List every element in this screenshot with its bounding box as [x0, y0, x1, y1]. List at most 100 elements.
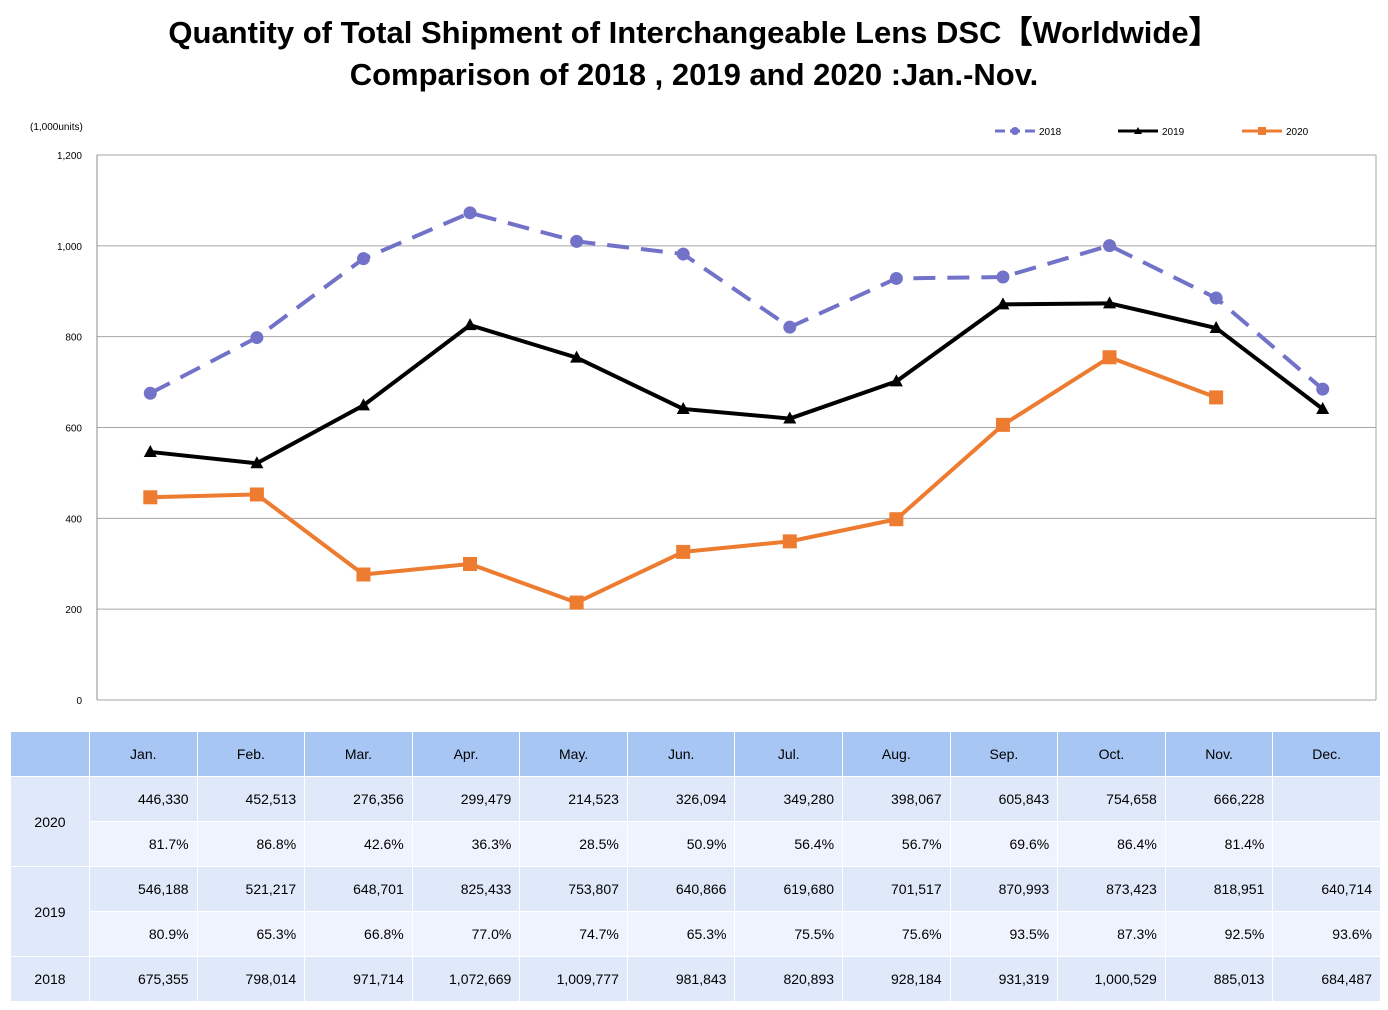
- value-cell: 931,319: [949, 956, 1059, 1002]
- percent-cell: 50.9%: [626, 821, 736, 867]
- value-cell: 825,433: [411, 866, 521, 912]
- table-header-cell: Sep.: [949, 731, 1059, 777]
- legend-item-2018: 2018: [995, 127, 1062, 138]
- legend-marker-2018: [1011, 127, 1019, 135]
- table-header-cell: Jul.: [734, 731, 844, 777]
- table-row-2020-percent: 81.7% 86.8% 42.6% 36.3% 28.5% 50.9% 56.4% 56.7%…: [11, 821, 1381, 867]
- chart-title-line1: Quantity of Total Shipment of Interchang…: [168, 15, 1220, 50]
- point-2018-Dec.: [1316, 382, 1330, 396]
- value-cell: 521,217: [196, 866, 306, 912]
- table-header-cell: Mar.: [304, 731, 413, 777]
- legend-marker-2019: [1134, 127, 1142, 134]
- series-2020: [143, 350, 1224, 610]
- value-cell: [1272, 776, 1381, 822]
- value-cell: 818,951: [1164, 866, 1274, 912]
- series-2019: [143, 296, 1330, 469]
- percent-cell: 86.4%: [1057, 821, 1166, 867]
- table-header-row: Jan. Feb. Mar. Apr. May. Jun. Jul. Aug. Sep. Oct.…: [10, 731, 1381, 777]
- point-2020-Oct.: [1102, 350, 1117, 365]
- point-2020-May.: [569, 595, 584, 610]
- value-cell: 753,807: [519, 866, 628, 912]
- point-2019-Nov.: [1209, 321, 1223, 334]
- y-axis-ticks: 0 200 400 600 800 1,000 1,200: [57, 151, 82, 707]
- point-2020-Jan.: [143, 490, 158, 505]
- value-cell: 446,330: [89, 776, 198, 822]
- percent-cell: 56.4%: [734, 821, 844, 867]
- legend-label-2018: 2018: [1039, 127, 1062, 138]
- point-2018-Feb.: [250, 331, 264, 345]
- grid-lines: [96, 154, 1377, 701]
- series-line-2019: [150, 301, 1324, 466]
- percent-cell: 65.3%: [196, 911, 306, 957]
- series-2018: [143, 206, 1330, 400]
- percent-cell: 80.9%: [89, 911, 198, 957]
- series-line-2020: [150, 355, 1217, 605]
- table-header-cell: Nov.: [1164, 731, 1274, 777]
- y-tick-label: 600: [65, 424, 82, 435]
- percent-cell: 42.6%: [304, 821, 413, 867]
- point-2020-Aug.: [889, 512, 904, 527]
- percent-cell: 75.6%: [842, 911, 951, 957]
- legend-marker-2020: [1258, 127, 1266, 135]
- value-cell: 640,714: [1272, 866, 1381, 912]
- point-2018-Mar.: [356, 252, 370, 266]
- value-cell: 546,188: [89, 866, 198, 912]
- legend-item-2019: 2019: [1118, 127, 1185, 138]
- percent-cell: 28.5%: [519, 821, 628, 867]
- value-cell: 675,355: [89, 956, 198, 1002]
- point-2018-Sep.: [996, 270, 1010, 284]
- y-axis-unit-label: (1,000units): [30, 122, 83, 133]
- legend-item-2020: 2020: [1242, 127, 1309, 138]
- point-2018-Apr.: [463, 206, 477, 220]
- value-cell: 398,067: [842, 776, 951, 822]
- point-2018-Jan.: [143, 386, 157, 400]
- y-tick-label: 400: [65, 514, 82, 525]
- series-line-2018: [149, 210, 1325, 396]
- legend-label-2019: 2019: [1162, 127, 1185, 138]
- percent-cell: 93.6%: [1272, 911, 1381, 957]
- point-2019-Jun.: [676, 401, 690, 414]
- year-cell: 2019: [10, 866, 90, 957]
- value-cell: 870,993: [949, 866, 1059, 912]
- y-tick-label: 0: [76, 696, 82, 707]
- point-2020-Feb.: [249, 487, 264, 502]
- value-cell: 452,513: [196, 776, 306, 822]
- percent-cell: 87.3%: [1057, 911, 1166, 957]
- percent-cell: 56.7%: [842, 821, 951, 867]
- value-cell: 214,523: [519, 776, 628, 822]
- point-2020-Mar.: [356, 567, 371, 582]
- table-header-cell: May.: [519, 731, 628, 777]
- point-2020-Jun.: [676, 544, 691, 559]
- point-2018-Oct.: [1103, 239, 1117, 253]
- value-cell: 648,701: [304, 866, 413, 912]
- point-2018-Aug.: [889, 271, 903, 285]
- point-2019-Sep.: [996, 297, 1010, 310]
- value-cell: 326,094: [626, 776, 736, 822]
- point-2018-Jul.: [783, 320, 797, 334]
- percent-cell: 81.7%: [89, 821, 198, 867]
- legend-label-2020: 2020: [1286, 127, 1309, 138]
- value-cell: 754,658: [1057, 776, 1166, 822]
- point-2019-Jul.: [783, 411, 797, 424]
- y-tick-label: 200: [65, 605, 82, 616]
- value-cell: 820,893: [734, 956, 844, 1002]
- line-chart: 0 200 400 600 800 1,000 1,200 2018 2019 2020: [57, 127, 1377, 707]
- value-cell: 981,843: [626, 956, 736, 1002]
- point-2020-Sep.: [995, 417, 1010, 432]
- point-2019-Feb.: [250, 456, 264, 469]
- value-cell: 684,487: [1272, 956, 1381, 1002]
- point-2018-Nov.: [1209, 291, 1223, 305]
- point-2020-Nov.: [1209, 390, 1224, 405]
- percent-cell: 86.8%: [196, 821, 306, 867]
- point-2019-May.: [570, 350, 584, 363]
- value-cell: 276,356: [304, 776, 413, 822]
- value-cell: 971,714: [304, 956, 413, 1002]
- table-row-2019-percent: 80.9% 65.3% 66.8% 77.0% 74.7% 65.3% 75.5% 75.6%…: [11, 911, 1381, 957]
- percent-cell: 93.5%: [949, 911, 1059, 957]
- value-cell: 605,843: [949, 776, 1059, 822]
- value-cell: 798,014: [196, 956, 306, 1002]
- value-cell: 928,184: [842, 956, 951, 1002]
- percent-cell: 92.5%: [1164, 911, 1274, 957]
- point-2019-Mar.: [356, 398, 370, 411]
- point-2019-Oct.: [1103, 296, 1117, 309]
